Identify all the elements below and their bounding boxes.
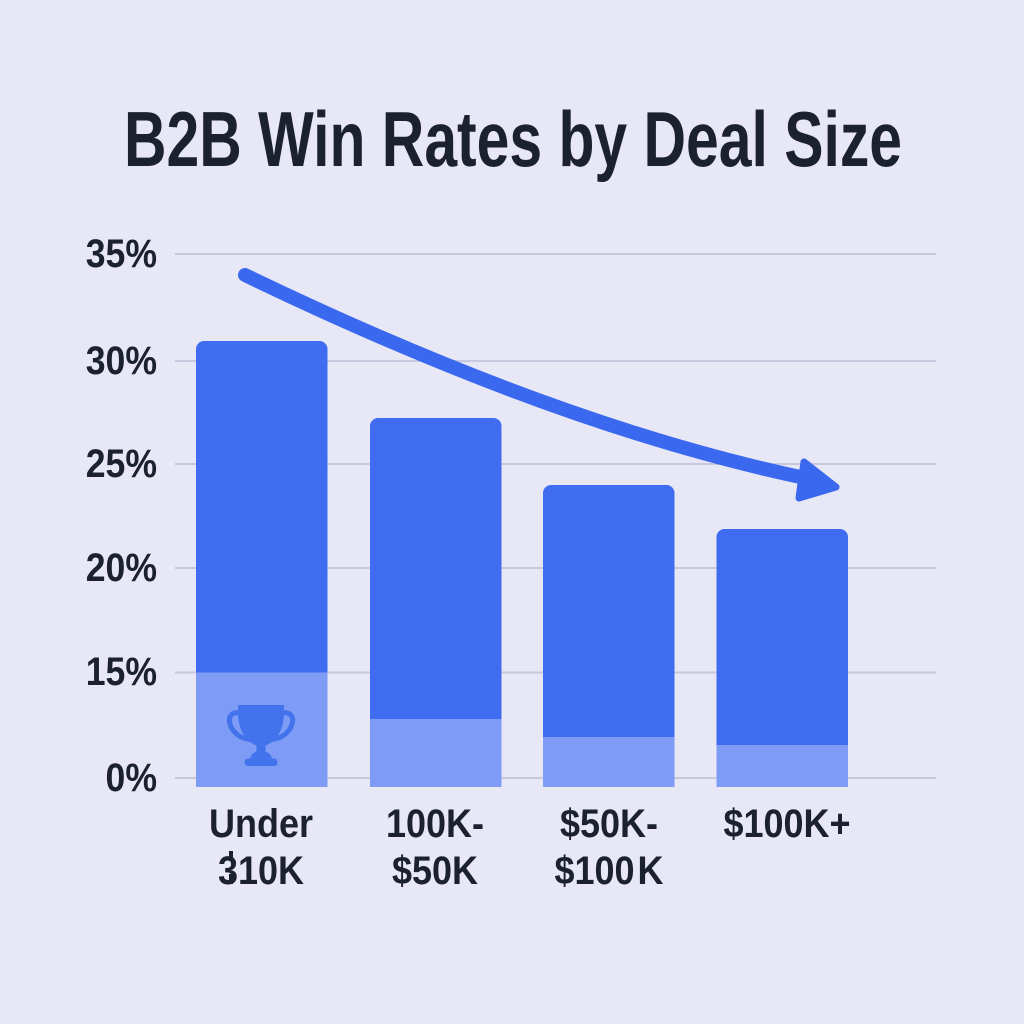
svg-text:B2B Win Rates by Deal Size: B2B Win Rates by Deal Size: [124, 95, 902, 183]
